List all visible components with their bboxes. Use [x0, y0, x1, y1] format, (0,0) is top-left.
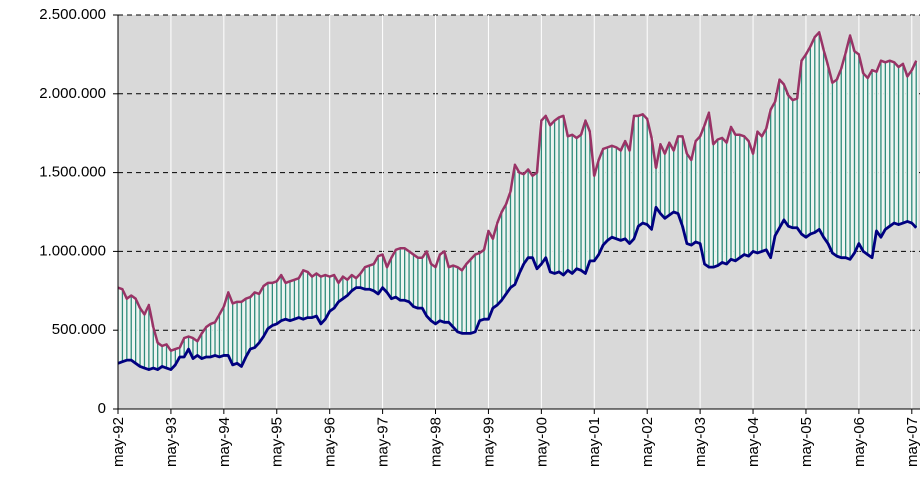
y-tick-label: 0 [98, 400, 106, 417]
y-tick-label: 2.500.000 [39, 6, 106, 23]
x-tick-label: may-01 [586, 417, 603, 467]
x-tick-label: may-00 [533, 417, 550, 467]
series-line [118, 205, 918, 371]
y-tick-label: 1.500.000 [39, 164, 106, 181]
x-tick-label: may-05 [798, 417, 815, 467]
plot [118, 14, 920, 409]
y-tick-label: 1.000.000 [39, 242, 106, 259]
series-line [118, 31, 918, 352]
x-tick-label: may-97 [375, 417, 392, 467]
y-tick-label: 2.000.000 [39, 85, 106, 102]
band-cell [118, 287, 121, 364]
x-tick-label: may-03 [692, 417, 709, 467]
axes: 0 500.000 1.000.000 1.500.000 2.000.000 2.500… [39, 6, 920, 467]
x-tick-label: may-02 [639, 417, 656, 467]
x-tick-label: may-07 [904, 417, 920, 467]
x-tick-label: may-96 [322, 417, 339, 467]
x-tick-label: may-95 [269, 417, 286, 467]
x-tick-label: may-93 [163, 417, 180, 467]
x-tick-label: may-94 [216, 417, 233, 467]
y-tick-label: 500.000 [52, 321, 106, 338]
x-tick-label: may-92 [110, 417, 127, 467]
x-tick-label: may-06 [851, 417, 868, 467]
x-tick-label: may-04 [745, 417, 762, 467]
x-tick-label: may-99 [480, 417, 497, 467]
x-tick-label: may-98 [427, 417, 444, 467]
